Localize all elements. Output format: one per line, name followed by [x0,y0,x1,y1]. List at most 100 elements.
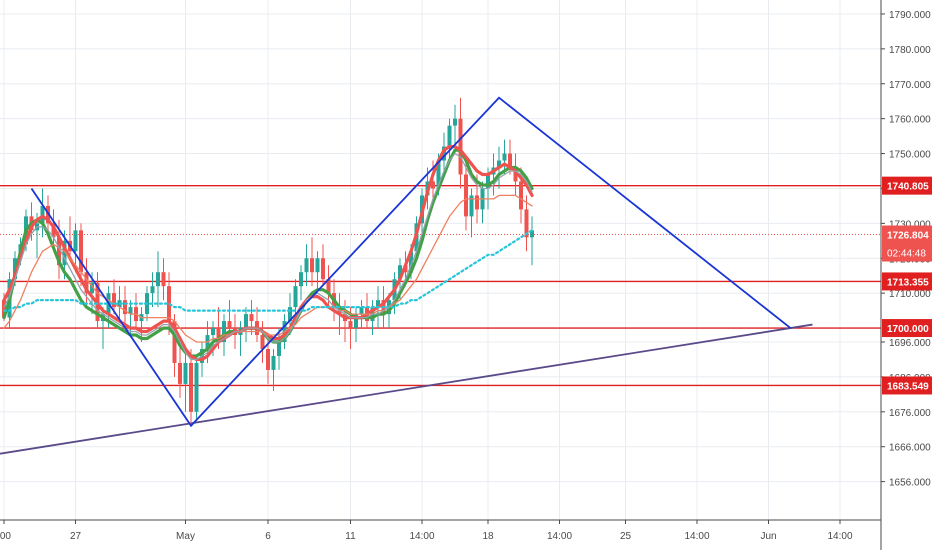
candle-body [222,321,226,343]
candle-body [156,272,160,287]
candle-body [57,237,61,266]
current-price-label: 1726.804 [887,231,929,242]
candle-body [128,307,133,315]
candle-body [244,314,248,329]
candle-body [458,118,463,175]
candle-body [519,181,523,210]
countdown-label: 02:44:48 [887,249,926,260]
candle-body [266,348,270,370]
y-tick-label: 1790.000 [889,10,931,21]
x-tick-label: 14:00 [684,531,709,542]
candle-body [249,314,254,322]
level-tag-label: 1740.805 [887,182,929,193]
candle-body [354,314,358,329]
candle-body [486,174,490,189]
pattern-outline [30,96,792,428]
x-tick-label: 14:00 [827,531,852,542]
candle-body [508,153,512,168]
current-price-tag [882,225,932,262]
candle-body [172,321,177,363]
candle-body [469,195,474,217]
trend-line-layer [0,323,813,455]
candle-body [497,160,501,168]
level-tag-label: 1700.000 [887,324,929,335]
candle-body [277,342,281,356]
candle-body [150,286,155,294]
candle-body [40,205,45,224]
x-tick-label: 18 [482,531,494,542]
level-tag [882,376,932,395]
candle-body [293,286,298,308]
candle-body [524,209,529,238]
level-tag [882,319,932,338]
candle-body [436,160,441,189]
candle-body [112,293,116,308]
y-tick-label: 1760.000 [889,115,931,126]
candle-body [90,282,94,294]
level-tag-label: 1683.549 [887,381,929,392]
candle-body [299,272,303,287]
x-tick-label: Jun [760,531,776,542]
x-tick-label: 14:00 [409,531,434,542]
moving-average-line [3,152,533,361]
x-tick-label: 14:00 [547,531,572,542]
candle-body [260,335,265,349]
candle-body [161,272,166,287]
candle-body [530,230,534,238]
candle-body [475,195,479,210]
candle-body [513,167,518,182]
candle-body [453,118,457,126]
candle-body [211,328,215,336]
y-tick-label: 1676.000 [889,408,931,419]
y-tick-label: 1696.000 [889,338,931,349]
candle-body [189,362,193,412]
candle-body [315,258,320,273]
y-tick-label: 1710.000 [889,289,931,300]
candle-body [321,258,325,280]
y-tick-label: 1656.000 [889,478,931,489]
price-tags-layer: 1740.805 1713.355 1700.000 1683.549 1726.804… [882,176,932,395]
candle-body [123,300,127,315]
candle-body [62,240,67,266]
candle-body [502,153,507,161]
candle-body [310,258,314,273]
candle-body [194,362,199,412]
candle-body [79,230,83,273]
candle-body [304,258,309,273]
candle-body [183,362,188,384]
x-tick-label: 25 [620,531,632,542]
moving-average-line [3,194,533,343]
candle-body [464,174,468,217]
y-tick-label: 1750.000 [889,150,931,161]
ascending-trend-line [0,323,813,455]
candle-body [326,279,331,294]
y-tick-label: 1666.000 [889,443,931,454]
y-tick-label: 1780.000 [889,45,931,56]
candle-body [178,362,182,384]
candle-body [227,321,232,329]
candle-body [348,321,353,329]
candle-body [398,265,402,280]
x-tick-label: May [176,531,195,542]
moving-averages-layer [2,145,534,362]
candle-body [216,328,221,343]
level-tag [882,176,932,195]
candle-body [376,300,380,308]
candle-body [84,272,89,294]
pattern-layer [30,96,792,428]
candle-body [442,146,446,161]
x-tick-label: :00 [0,531,11,542]
x-tick-label: 27 [70,531,82,542]
y-tick-label: 1730.000 [889,219,931,230]
candle-body [359,307,364,315]
level-tag [882,272,932,291]
y-tick-label: 1770.000 [889,80,931,91]
candle-body [51,223,56,238]
candle-body [431,181,435,189]
level-tag-label: 1713.355 [887,277,929,288]
candle-body [2,300,6,318]
